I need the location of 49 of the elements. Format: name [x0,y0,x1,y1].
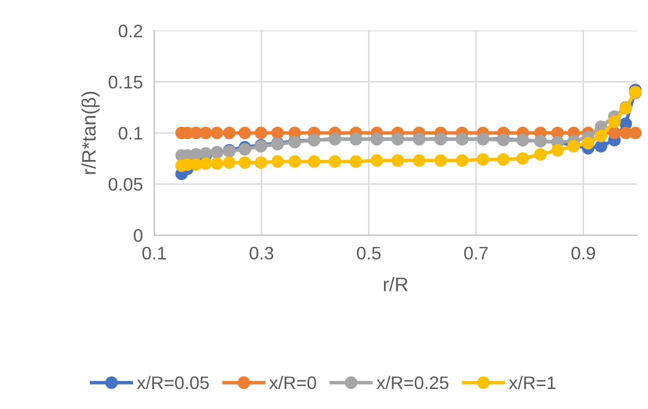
point [238,156,252,169]
point [608,126,621,140]
x-tick-label: 0.9 [572,246,596,260]
point [476,153,490,166]
x-axis-title: r/R [384,277,408,292]
point [594,140,608,152]
point [456,154,468,167]
y-tick-label: 0.2 [118,24,142,38]
point [254,156,268,169]
point [497,153,510,166]
point [551,144,564,157]
point [210,157,224,170]
point [308,155,320,168]
point [350,155,362,168]
point [254,126,268,140]
point [223,126,236,140]
point [238,126,252,140]
point [629,126,642,140]
x-tick-label: 0.5 [356,246,381,260]
legend-label: x/R=0.05 [136,376,209,390]
point [288,155,302,168]
point [516,152,529,165]
y-tick-label: 0.15 [108,76,142,89]
y-axis-title: r/R*tan(β) [82,92,100,174]
y-tick-label: 0.05 [108,178,142,191]
point [210,126,224,140]
x-tick-label: 0.7 [464,246,488,260]
y-tick-label: 0.1 [118,126,142,140]
legend-label: x/R=1 [508,376,556,390]
x-tick-label: 0.3 [250,246,274,260]
point [199,126,212,140]
point [199,157,212,170]
point [271,155,284,168]
point [392,154,404,167]
legend-label: x/R=0 [269,376,316,390]
point [594,130,608,142]
point [271,126,284,140]
point [223,156,236,169]
point [328,155,342,168]
legend-label: x/R=0.25 [376,376,448,390]
point [434,154,447,167]
point [534,148,547,161]
point [238,143,252,156]
x-tick-label: 0.1 [142,246,166,260]
point [412,154,426,167]
point [582,136,594,150]
y-tick-label: 0 [134,229,142,242]
point [608,115,621,128]
point [370,154,384,167]
